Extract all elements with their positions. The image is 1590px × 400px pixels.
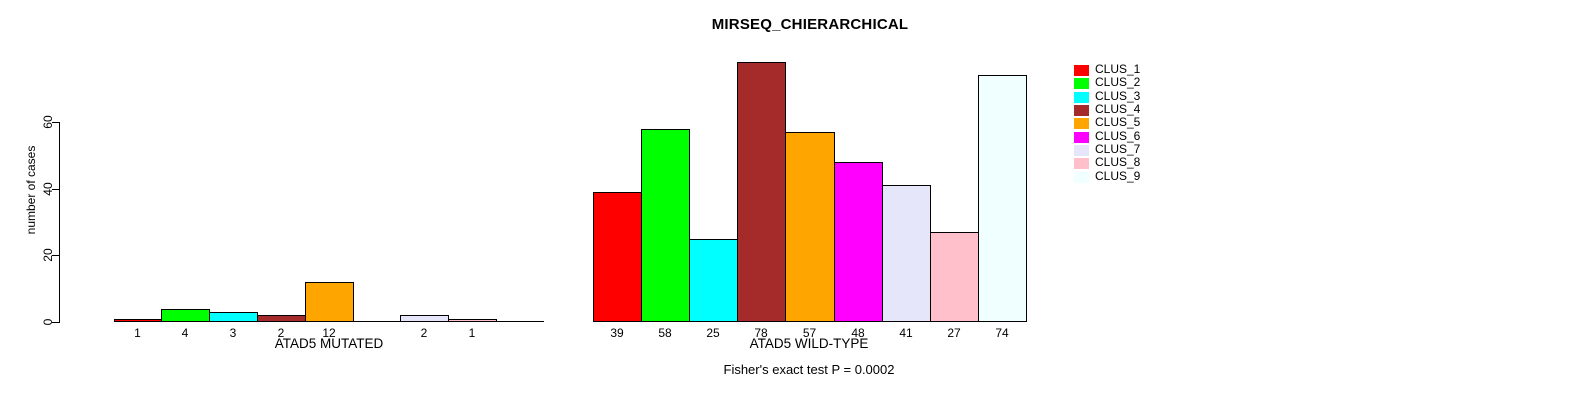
legend-item: CLUS_1 (1072, 62, 1192, 77)
bar (161, 309, 210, 322)
chart-title: MIRSEQ_CHIERARCHICAL (711, 16, 909, 33)
bar (737, 62, 786, 322)
bar (930, 232, 979, 322)
legend-item: CLUS_2 (1072, 75, 1192, 90)
x-axis-label-wildtype: ATAD5 WILD-TYPE (749, 336, 869, 351)
y-tick (52, 122, 59, 123)
legend-label: CLUS_2 (1095, 75, 1141, 90)
bar (978, 75, 1027, 322)
bar (593, 192, 642, 322)
bar-value-label: 1 (134, 326, 141, 340)
bar (400, 315, 449, 322)
legend-label: CLUS_6 (1095, 128, 1141, 143)
bar-value-label: 41 (899, 326, 913, 340)
legend-item: CLUS_7 (1072, 142, 1192, 157)
legend-item: CLUS_3 (1072, 88, 1192, 104)
y-tick (52, 188, 59, 190)
y-tick-label: 60 (41, 115, 55, 129)
bar-value-label: 74 (995, 326, 1009, 340)
legend-item: CLUS_6 (1072, 128, 1192, 144)
bar (114, 319, 162, 322)
legend-swatch (1074, 78, 1089, 90)
bar (448, 319, 497, 322)
fisher-test-footnote: Fisher's exact test P = 0.0002 (723, 362, 895, 377)
legend-label: CLUS_1 (1095, 62, 1141, 76)
legend-label: CLUS_7 (1095, 142, 1141, 157)
bar-value-label: 3 (229, 326, 237, 340)
bar-value-label: 27 (947, 326, 961, 340)
bar-value-label: 39 (610, 326, 624, 340)
legend-swatch (1074, 171, 1089, 183)
bar-value-label: 2 (277, 326, 285, 340)
y-tick-label: 0 (41, 318, 55, 326)
y-axis-label: number of cases (24, 145, 38, 235)
bar-value-label: 25 (706, 326, 720, 340)
legend-item: CLUS_5 (1072, 115, 1192, 130)
legend-swatch (1074, 145, 1089, 157)
bar (209, 312, 258, 322)
bar (641, 129, 690, 322)
legend-swatch (1074, 91, 1089, 103)
bar-value-label: 78 (754, 326, 768, 340)
bar-value-label: 48 (851, 326, 865, 340)
legend-item: CLUS_4 (1072, 102, 1192, 117)
bar (689, 239, 738, 322)
bar (305, 282, 354, 322)
y-tick-label: 20 (41, 248, 55, 263)
legend-swatch (1074, 131, 1089, 143)
legend-item: CLUS_9 (1072, 168, 1192, 184)
bar-value-label: 4 (181, 326, 189, 340)
bar-value-label: 1 (468, 326, 476, 340)
bar (882, 185, 931, 322)
y-tick (52, 255, 59, 257)
y-axis-line (59, 122, 60, 323)
bar (834, 162, 883, 322)
y-tick-label: 40 (41, 181, 55, 196)
legend-label: CLUS_8 (1095, 155, 1141, 170)
bar (785, 132, 835, 322)
legend-label: CLUS_4 (1095, 102, 1141, 117)
legend-swatch (1074, 65, 1089, 76)
bar-value-label: 58 (658, 326, 672, 340)
x-axis-label-mutated: ATAD5 MUTATED (274, 336, 384, 351)
legend-label: CLUS_5 (1095, 115, 1141, 130)
legend-swatch (1074, 105, 1089, 117)
legend-label: CLUS_3 (1095, 88, 1141, 103)
bar-value-label: 12 (322, 326, 336, 340)
legend-swatch (1074, 158, 1089, 170)
bar-value-label: 2 (420, 326, 428, 340)
legend-item: CLUS_8 (1072, 155, 1192, 170)
y-tick (52, 322, 59, 323)
bar (257, 315, 306, 322)
legend-swatch (1074, 118, 1089, 130)
bar-value-label: 57 (802, 326, 817, 340)
legend-label: CLUS_9 (1095, 168, 1141, 183)
